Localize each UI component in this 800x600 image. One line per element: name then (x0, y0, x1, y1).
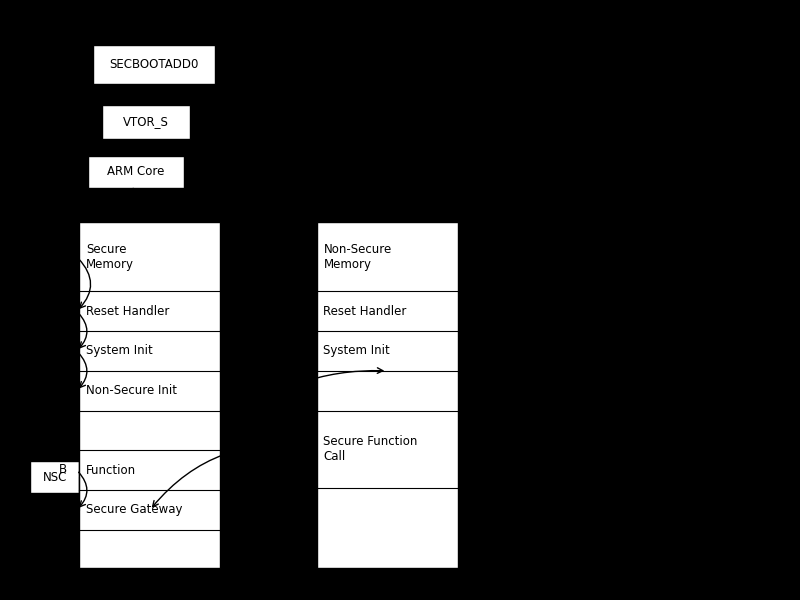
Text: B: B (59, 463, 67, 476)
Text: Secure Function
Call: Secure Function Call (323, 436, 418, 463)
Text: Function: Function (86, 464, 136, 477)
Text: System Init: System Init (86, 344, 153, 358)
Text: Secure
Memory: Secure Memory (86, 243, 134, 271)
Text: VTOR_S: VTOR_S (122, 116, 169, 128)
Bar (79, 222, 220, 568)
Text: ARM Core: ARM Core (107, 166, 165, 178)
Text: Non-Secure
Memory: Non-Secure Memory (323, 243, 392, 271)
Text: 2: 2 (175, 143, 182, 155)
Text: 5: 5 (66, 346, 73, 359)
Bar (102, 106, 190, 139)
Text: 6: 6 (252, 288, 260, 301)
Text: 3: 3 (66, 256, 73, 269)
Text: Reset Handler: Reset Handler (86, 305, 170, 318)
Bar (317, 222, 458, 568)
Text: 1: 1 (175, 85, 182, 98)
Text: SECBOOTADD0: SECBOOTADD0 (110, 58, 198, 71)
Text: System Init: System Init (323, 344, 390, 358)
Text: Non-Secure Init: Non-Secure Init (86, 384, 177, 397)
Text: Reset Handler: Reset Handler (323, 305, 407, 318)
Text: 7: 7 (252, 329, 260, 342)
Text: C: C (252, 409, 260, 422)
Text: Secure Gateway: Secure Gateway (86, 503, 182, 517)
Bar (30, 461, 79, 493)
Bar (94, 45, 214, 84)
Text: NSC: NSC (42, 470, 67, 484)
Bar (88, 156, 184, 188)
Text: A: A (252, 461, 260, 473)
Text: 4: 4 (66, 301, 73, 313)
